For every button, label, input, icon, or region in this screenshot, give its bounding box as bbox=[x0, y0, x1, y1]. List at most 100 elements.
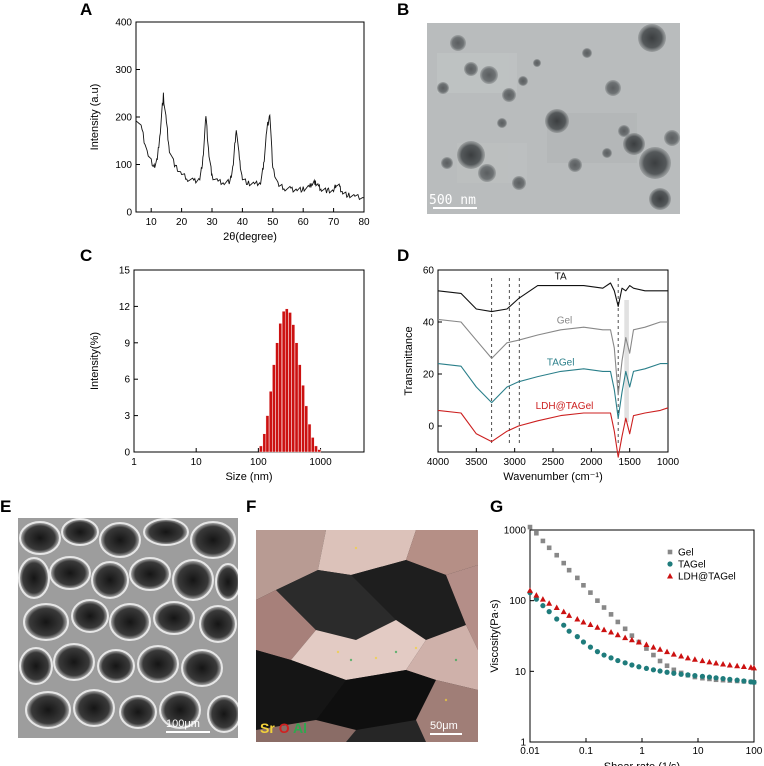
series-label: TAGel bbox=[547, 357, 575, 368]
size-distribution-chart: 1 10 100 1000 0 3 6 9 12 15 Size (nm) Intensity(%) bbox=[89, 266, 365, 483]
x-axis-label: Shear rate (1/s) bbox=[604, 761, 680, 766]
y-tick-label: 100 bbox=[115, 160, 132, 171]
panel-letter-e: E bbox=[0, 497, 12, 516]
series-label: TA bbox=[555, 272, 567, 283]
viscosity-point bbox=[527, 587, 533, 593]
viscosity-point bbox=[587, 621, 594, 627]
viscosity-point bbox=[651, 652, 656, 658]
legend-marker bbox=[667, 561, 673, 567]
viscosity-point bbox=[588, 590, 593, 595]
viscosity-point bbox=[561, 560, 567, 566]
size-bar bbox=[285, 308, 289, 453]
y-tick-label: 1000 bbox=[504, 526, 527, 537]
viscosity-point bbox=[608, 629, 615, 635]
size-bar bbox=[278, 323, 282, 453]
viscosity-point bbox=[574, 616, 581, 622]
viscosity-point bbox=[614, 631, 621, 638]
x-tick-label: 4000 bbox=[427, 457, 450, 468]
viscosity-point bbox=[671, 670, 677, 676]
eds-legend-o: O bbox=[278, 720, 290, 736]
ftir-series-line bbox=[437, 282, 668, 313]
viscosity-point bbox=[554, 616, 560, 622]
viscosity-point bbox=[636, 664, 642, 670]
x-tick-label: 1 bbox=[131, 457, 137, 468]
x-axis-label: Size (nm) bbox=[225, 471, 272, 483]
viscosity-point bbox=[566, 628, 572, 634]
x-axis-label: Wavenumber (cm⁻¹) bbox=[503, 471, 603, 483]
y-tick-label: 20 bbox=[423, 370, 435, 381]
viscosity-point bbox=[664, 669, 670, 675]
eds-structures bbox=[256, 530, 478, 742]
tem-scale-label: 500 nm bbox=[429, 193, 476, 208]
viscosity-point bbox=[685, 672, 691, 678]
y-tick-label: 60 bbox=[423, 266, 435, 277]
size-bar bbox=[311, 437, 315, 453]
viscosity-point bbox=[539, 596, 546, 602]
x-axis-label: 2θ(degree) bbox=[223, 231, 277, 243]
panel-letter-b: B bbox=[397, 0, 410, 19]
viscosity-point bbox=[657, 658, 663, 664]
sem-scale-label: 100μm bbox=[166, 718, 200, 730]
y-tick-label: 15 bbox=[119, 266, 131, 277]
y-tick-label: 6 bbox=[124, 375, 130, 386]
eds-scalebar bbox=[430, 733, 462, 735]
x-tick-label: 100 bbox=[250, 457, 267, 468]
y-tick-label: 300 bbox=[115, 65, 132, 76]
viscosity-point bbox=[601, 652, 607, 658]
size-bar bbox=[291, 324, 296, 453]
size-bar bbox=[259, 445, 263, 453]
viscosity-point bbox=[657, 668, 663, 674]
x-tick-label: 20 bbox=[176, 217, 188, 228]
x-tick-label: 40 bbox=[237, 217, 249, 228]
viscosity-point bbox=[608, 612, 614, 617]
size-bar bbox=[262, 433, 267, 453]
size-bar bbox=[281, 311, 286, 453]
viscosity-point bbox=[533, 596, 539, 602]
xrd-plot-frame bbox=[135, 21, 365, 213]
eds-legend-al: Al bbox=[292, 720, 307, 736]
viscosity-point bbox=[664, 648, 671, 655]
viscosity-point bbox=[751, 679, 757, 685]
viscosity-point bbox=[713, 660, 720, 666]
series-label: LDH@TAGel bbox=[536, 401, 594, 412]
viscosity-point bbox=[527, 524, 533, 530]
viscosity-point bbox=[692, 673, 698, 679]
y-tick-label: 0 bbox=[124, 448, 130, 459]
panel-letter-d: D bbox=[397, 246, 410, 265]
viscosity-point bbox=[644, 646, 649, 651]
y-tick-label: 3 bbox=[124, 411, 130, 422]
x-tick-label: 30 bbox=[206, 217, 218, 228]
viscosity-point bbox=[595, 598, 600, 603]
sem-pores bbox=[18, 518, 238, 738]
viscosity-point bbox=[657, 646, 664, 652]
viscosity-point bbox=[678, 671, 684, 677]
size-bar bbox=[288, 312, 292, 453]
size-bar bbox=[307, 423, 312, 453]
viscosity-point bbox=[650, 667, 657, 673]
ftir-series-line bbox=[437, 318, 668, 396]
y-axis-label: Intensity(%) bbox=[89, 332, 101, 390]
x-tick-label: 1500 bbox=[619, 457, 642, 468]
viscosity-point bbox=[594, 649, 601, 655]
eds-map-image: Sr O Al 50μm bbox=[256, 530, 478, 742]
viscosity-point bbox=[581, 582, 586, 588]
viscosity-point bbox=[664, 663, 670, 669]
x-tick-label: 50 bbox=[267, 217, 279, 228]
viscosity-point bbox=[734, 677, 740, 683]
viscosity-chart: 0.01 0.1 1 10 100 1 10 100 1000 GelTAGelLDH@TAGel… bbox=[489, 524, 762, 766]
viscosity-point bbox=[540, 538, 546, 544]
viscosity-point bbox=[553, 604, 560, 611]
viscosity-point bbox=[699, 657, 706, 664]
viscosity-point bbox=[734, 662, 741, 669]
viscosity-point bbox=[720, 675, 726, 682]
panel-letter-g: G bbox=[490, 497, 504, 516]
y-tick-label: 1 bbox=[520, 738, 526, 749]
viscosity-point bbox=[706, 674, 713, 680]
x-tick-label: 1000 bbox=[657, 457, 680, 468]
panel-letter-c: C bbox=[80, 246, 93, 265]
tem-image: 500 nm bbox=[427, 23, 680, 214]
x-tick-label: 2000 bbox=[580, 457, 603, 468]
viscosity-point bbox=[622, 626, 628, 632]
viscosity-point bbox=[601, 626, 608, 633]
viscosity-point bbox=[643, 665, 650, 672]
